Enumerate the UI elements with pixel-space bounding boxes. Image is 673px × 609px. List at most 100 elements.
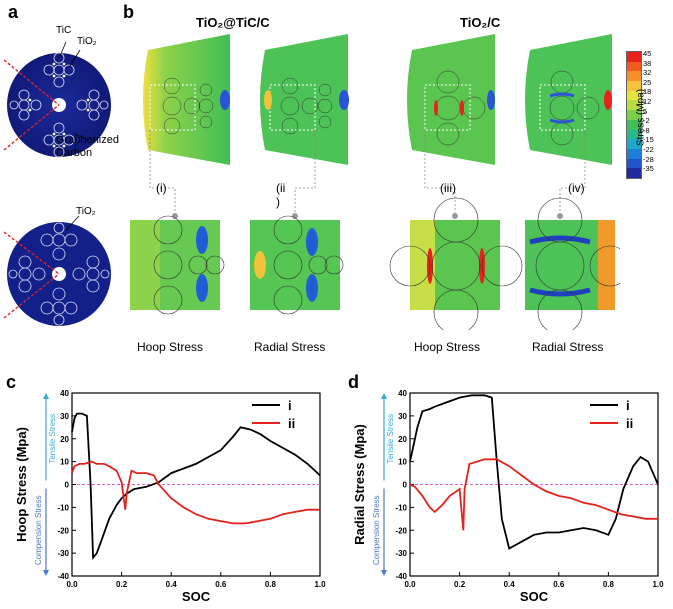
stress-colorbar <box>626 51 642 179</box>
series-line-ii <box>71 460 320 525</box>
zoom-map-i <box>130 215 225 315</box>
colorbar-tick-label: 45 <box>643 49 652 58</box>
group-title-tio2-c: TiO₂/C <box>460 15 501 30</box>
colorbar-title: Stress (Mpa) <box>635 88 647 147</box>
tio2-tic-c-cross-section <box>4 41 111 158</box>
series-line-ii <box>409 458 658 531</box>
colorbar-tick-label: -15 <box>643 135 654 145</box>
label-graphenized-carbon: Graphenized Carbon <box>56 134 119 159</box>
colorbar-tick-label: -22 <box>643 145 654 154</box>
sector-map-ii <box>260 34 349 165</box>
y-tick-label: -40 <box>395 572 407 581</box>
radial-stress-chart: 40 30 20 10 0 -10 -20 -30 -400.0 0.2 0.4 0.6 0.8 1.0 S… <box>352 389 664 604</box>
y-tick-label: 10 <box>398 458 407 467</box>
y-tick-label: 0 <box>403 481 408 490</box>
sector-map-iii <box>407 34 495 165</box>
group-title-tio2-tic-c: TiO₂@TiC/C <box>196 15 270 30</box>
x-tick-label: 1.0 <box>652 580 664 589</box>
label-tio2-bottom: TiO₂ <box>76 206 96 217</box>
panel-label-a: a <box>8 2 19 22</box>
roman-label-iv: (iv) <box>568 181 585 195</box>
x-axis-label: SOC <box>520 589 549 604</box>
colorbar-tick-label: 25 <box>643 77 652 87</box>
colorbar-swatch <box>627 139 641 149</box>
x-axis-label: SOC <box>182 589 211 604</box>
x-tick-label: 0.6 <box>553 580 565 589</box>
x-tick-label: 0.6 <box>215 580 227 589</box>
x-tick-label: 0.4 <box>166 580 178 589</box>
legend-label-ii: ii <box>288 416 295 431</box>
roman-label-i: (i) <box>156 181 167 195</box>
caption-hoop-stress-1: Hoop Stress <box>137 340 204 354</box>
colorbar-tick-label: -2 <box>643 116 650 126</box>
x-tick-label: 0.4 <box>504 580 516 589</box>
series-line-i <box>409 394 659 550</box>
x-tick-label: 1.0 <box>314 580 326 589</box>
colorbar-swatch <box>627 100 641 111</box>
y-tick-label: -10 <box>57 503 69 512</box>
colorbar-swatch <box>627 52 641 62</box>
panel-label-c: c <box>6 372 17 392</box>
colorbar-tick-label: 38 <box>643 58 652 68</box>
x-tick-label: 0.2 <box>116 580 128 589</box>
y-tick-label: -10 <box>395 503 407 512</box>
colorbar-tick-label: -28 <box>643 154 654 164</box>
zoom-map-iii <box>389 197 523 330</box>
y-tick-label: -30 <box>57 549 69 558</box>
x-tick-label: 0.8 <box>265 580 277 589</box>
roman-label-iii: (iii) <box>440 181 456 195</box>
colorbar-swatch <box>627 129 641 140</box>
sector-map-iv <box>525 34 612 165</box>
x-tick-label: 0.8 <box>603 580 615 589</box>
zoom-map-iv <box>525 197 620 330</box>
tio2-c-cross-section <box>4 215 111 326</box>
caption-radial-stress-1: Radial Stress <box>254 340 326 354</box>
compression-arrowhead <box>381 570 387 576</box>
colorbar-swatch <box>627 110 641 120</box>
colorbar-swatch <box>627 168 641 178</box>
y-tick-label: 10 <box>60 458 69 467</box>
colorbar-tick-label: 32 <box>643 68 652 78</box>
colorbar-swatch <box>627 71 641 82</box>
colorbar-swatch <box>627 158 641 169</box>
x-tick-label: 0.0 <box>404 580 416 589</box>
caption-radial-stress-2: Radial Stress <box>532 340 604 354</box>
y-tick-label: 30 <box>398 412 407 421</box>
y-tick-label: -20 <box>395 526 407 535</box>
colorbar-tick-label: 18 <box>643 87 652 97</box>
colorbar-swatch <box>627 119 641 130</box>
colorbar-tick-label: -35 <box>643 164 654 174</box>
zoom-map-ii <box>250 215 344 315</box>
panel-label-b: b <box>123 2 134 22</box>
y-tick-label: 20 <box>398 435 407 444</box>
colorbar-swatch <box>627 61 641 72</box>
label-tio2-top: TiO₂ <box>77 36 97 47</box>
y-tick-label: 20 <box>60 435 69 444</box>
sector-map-i <box>143 34 230 165</box>
compression-stress-label: Compension Stress <box>372 495 381 565</box>
legend-label-ii: ii <box>626 416 633 431</box>
colorbar-swatch <box>627 148 641 159</box>
stress-map-figure <box>130 34 620 330</box>
x-tick-label: 0.0 <box>66 580 78 589</box>
y-tick-label: 30 <box>60 412 69 421</box>
legend-label-i: i <box>626 398 630 413</box>
colorbar-swatch <box>627 90 641 101</box>
caption-hoop-stress-2: Hoop Stress <box>414 340 481 354</box>
y-tick-label: -40 <box>57 572 69 581</box>
y-tick-label: 40 <box>60 389 69 398</box>
roman-label-ii: (ii ) <box>276 181 286 209</box>
colorbar-swatch <box>627 81 641 91</box>
colorbar-tick-label: -8 <box>643 125 650 135</box>
compression-stress-label: Compension Stress <box>34 495 43 565</box>
panel-label-d: d <box>348 372 359 392</box>
compression-arrowhead <box>43 570 49 576</box>
y-tick-label: 40 <box>398 389 407 398</box>
tensile-stress-label: Tensile Stress <box>48 414 57 464</box>
legend-label-i: i <box>288 398 292 413</box>
tensile-arrowhead <box>381 393 387 399</box>
y-tick-label: -20 <box>57 526 69 535</box>
y-tick-label: -30 <box>395 549 407 558</box>
x-tick-label: 0.2 <box>454 580 466 589</box>
series-line-i <box>71 412 321 561</box>
